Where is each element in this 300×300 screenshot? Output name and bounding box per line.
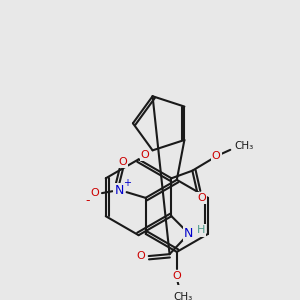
Text: +: + [123,178,130,188]
Text: CH₃: CH₃ [173,292,192,300]
Text: O: O [118,157,127,167]
Text: N: N [114,184,124,197]
Text: -: - [85,194,90,207]
Text: H: H [197,225,205,236]
Text: O: O [197,193,206,203]
Text: O: O [172,271,181,281]
Text: O: O [137,251,146,261]
Text: O: O [141,150,149,160]
Text: O: O [90,188,99,198]
Text: N: N [184,227,193,240]
Text: O: O [212,151,220,160]
Text: CH₃: CH₃ [234,141,253,151]
